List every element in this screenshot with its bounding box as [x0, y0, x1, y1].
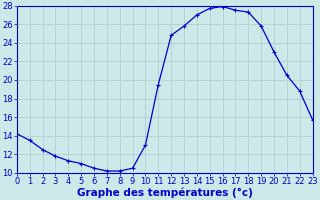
X-axis label: Graphe des températures (°c): Graphe des températures (°c) [77, 187, 253, 198]
